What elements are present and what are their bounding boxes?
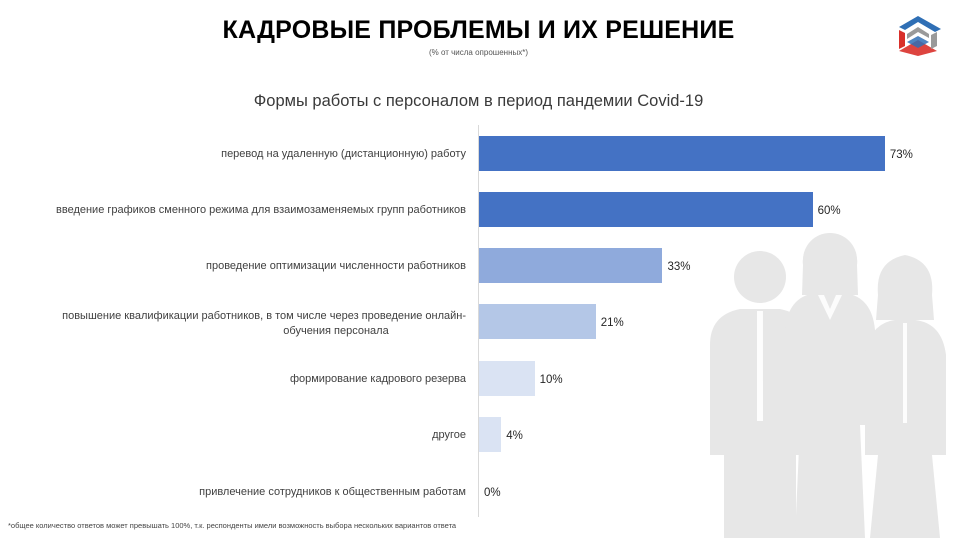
category-label-remote-work: перевод на удаленную (дистанционную) раб… [26,147,466,162]
value-label-shift-schedules: 60% [817,205,841,217]
bar-shift-schedules [479,192,813,227]
category-label-line: другое [432,429,466,441]
category-label-shift-schedules: введение графиков сменного режима для вз… [26,203,466,218]
category-label-line: проведение оптимизации численности работ… [206,260,466,272]
bar-personnel-reserve [479,361,535,396]
bar-other [479,417,502,452]
bar-remote-work [479,136,885,171]
organization-logo-icon [899,16,941,56]
value-label-headcount-optimization: 33% [667,261,691,273]
category-label-line: введение графиков сменного режима для вз… [56,204,466,216]
category-axis-line [478,125,479,517]
page-subtitle: (% от числа опрошенных*) [428,48,529,57]
category-label-line: привлечение сотрудников к общественным р… [199,486,466,498]
category-label-line: обучения персонала [283,325,389,337]
value-label-remote-work: 73% [889,149,913,161]
category-label-headcount-optimization: проведение оптимизации численности работ… [26,259,466,274]
category-label-public-works: привлечение сотрудников к общественным р… [26,485,466,500]
category-label-other: другое [26,428,466,443]
people-silhouette-icon [710,233,946,538]
category-label-line: формирование кадрового резерва [289,373,466,385]
category-label-training: повышение квалификации работников, в том… [26,309,466,339]
category-label-personnel-reserve: формирование кадрового резерва [26,372,466,387]
category-label-line: перевод на удаленную (дистанционную) раб… [221,148,466,160]
value-label-other: 4% [506,430,523,442]
page-title: КАДРОВЫЕ ПРОБЛЕМЫ И ИХ РЕШЕНИЕ [222,16,735,44]
value-label-public-works: 0% [484,487,501,499]
value-label-training: 21% [600,317,624,329]
bar-headcount-optimization [479,248,663,283]
footnote: *общее количество ответов может превышат… [8,521,457,530]
category-label-line: повышение квалификации работников, в том… [62,310,466,322]
value-label-personnel-reserve: 10% [539,374,563,386]
bar-training [479,304,596,339]
chart-title: Формы работы с персоналом в период панде… [253,92,704,110]
